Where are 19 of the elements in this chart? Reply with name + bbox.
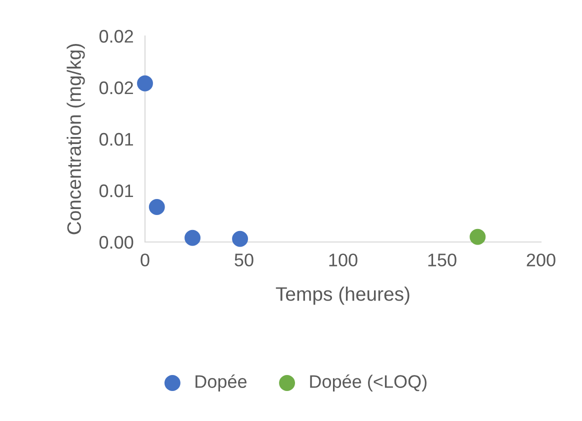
x-tick-label: 100: [329, 254, 358, 266]
x-tick-label: 0: [140, 254, 150, 266]
y-tick-label: 0.01: [99, 132, 134, 146]
point: [137, 75, 153, 92]
point: [470, 228, 486, 245]
legend-label: Dopée: [196, 374, 247, 392]
point: [148, 199, 165, 215]
y-tick-label: 0.01: [99, 184, 134, 198]
x-axis-title: Temps (heures): [276, 286, 410, 305]
y-tick-label: 0.02: [99, 81, 133, 94]
legend-label: Dopée (<LOQ): [310, 374, 426, 392]
point: [184, 230, 200, 246]
y-tick-label: 0.00: [99, 236, 134, 249]
x-tick-label: 150: [428, 254, 456, 266]
x-tick-label: 50: [234, 254, 254, 266]
point: [232, 230, 248, 247]
y-axis-title: Concentration (mg/kg): [66, 44, 85, 234]
x-tick-label: 200: [526, 254, 556, 266]
y-tick-label: 0.02: [99, 30, 133, 43]
